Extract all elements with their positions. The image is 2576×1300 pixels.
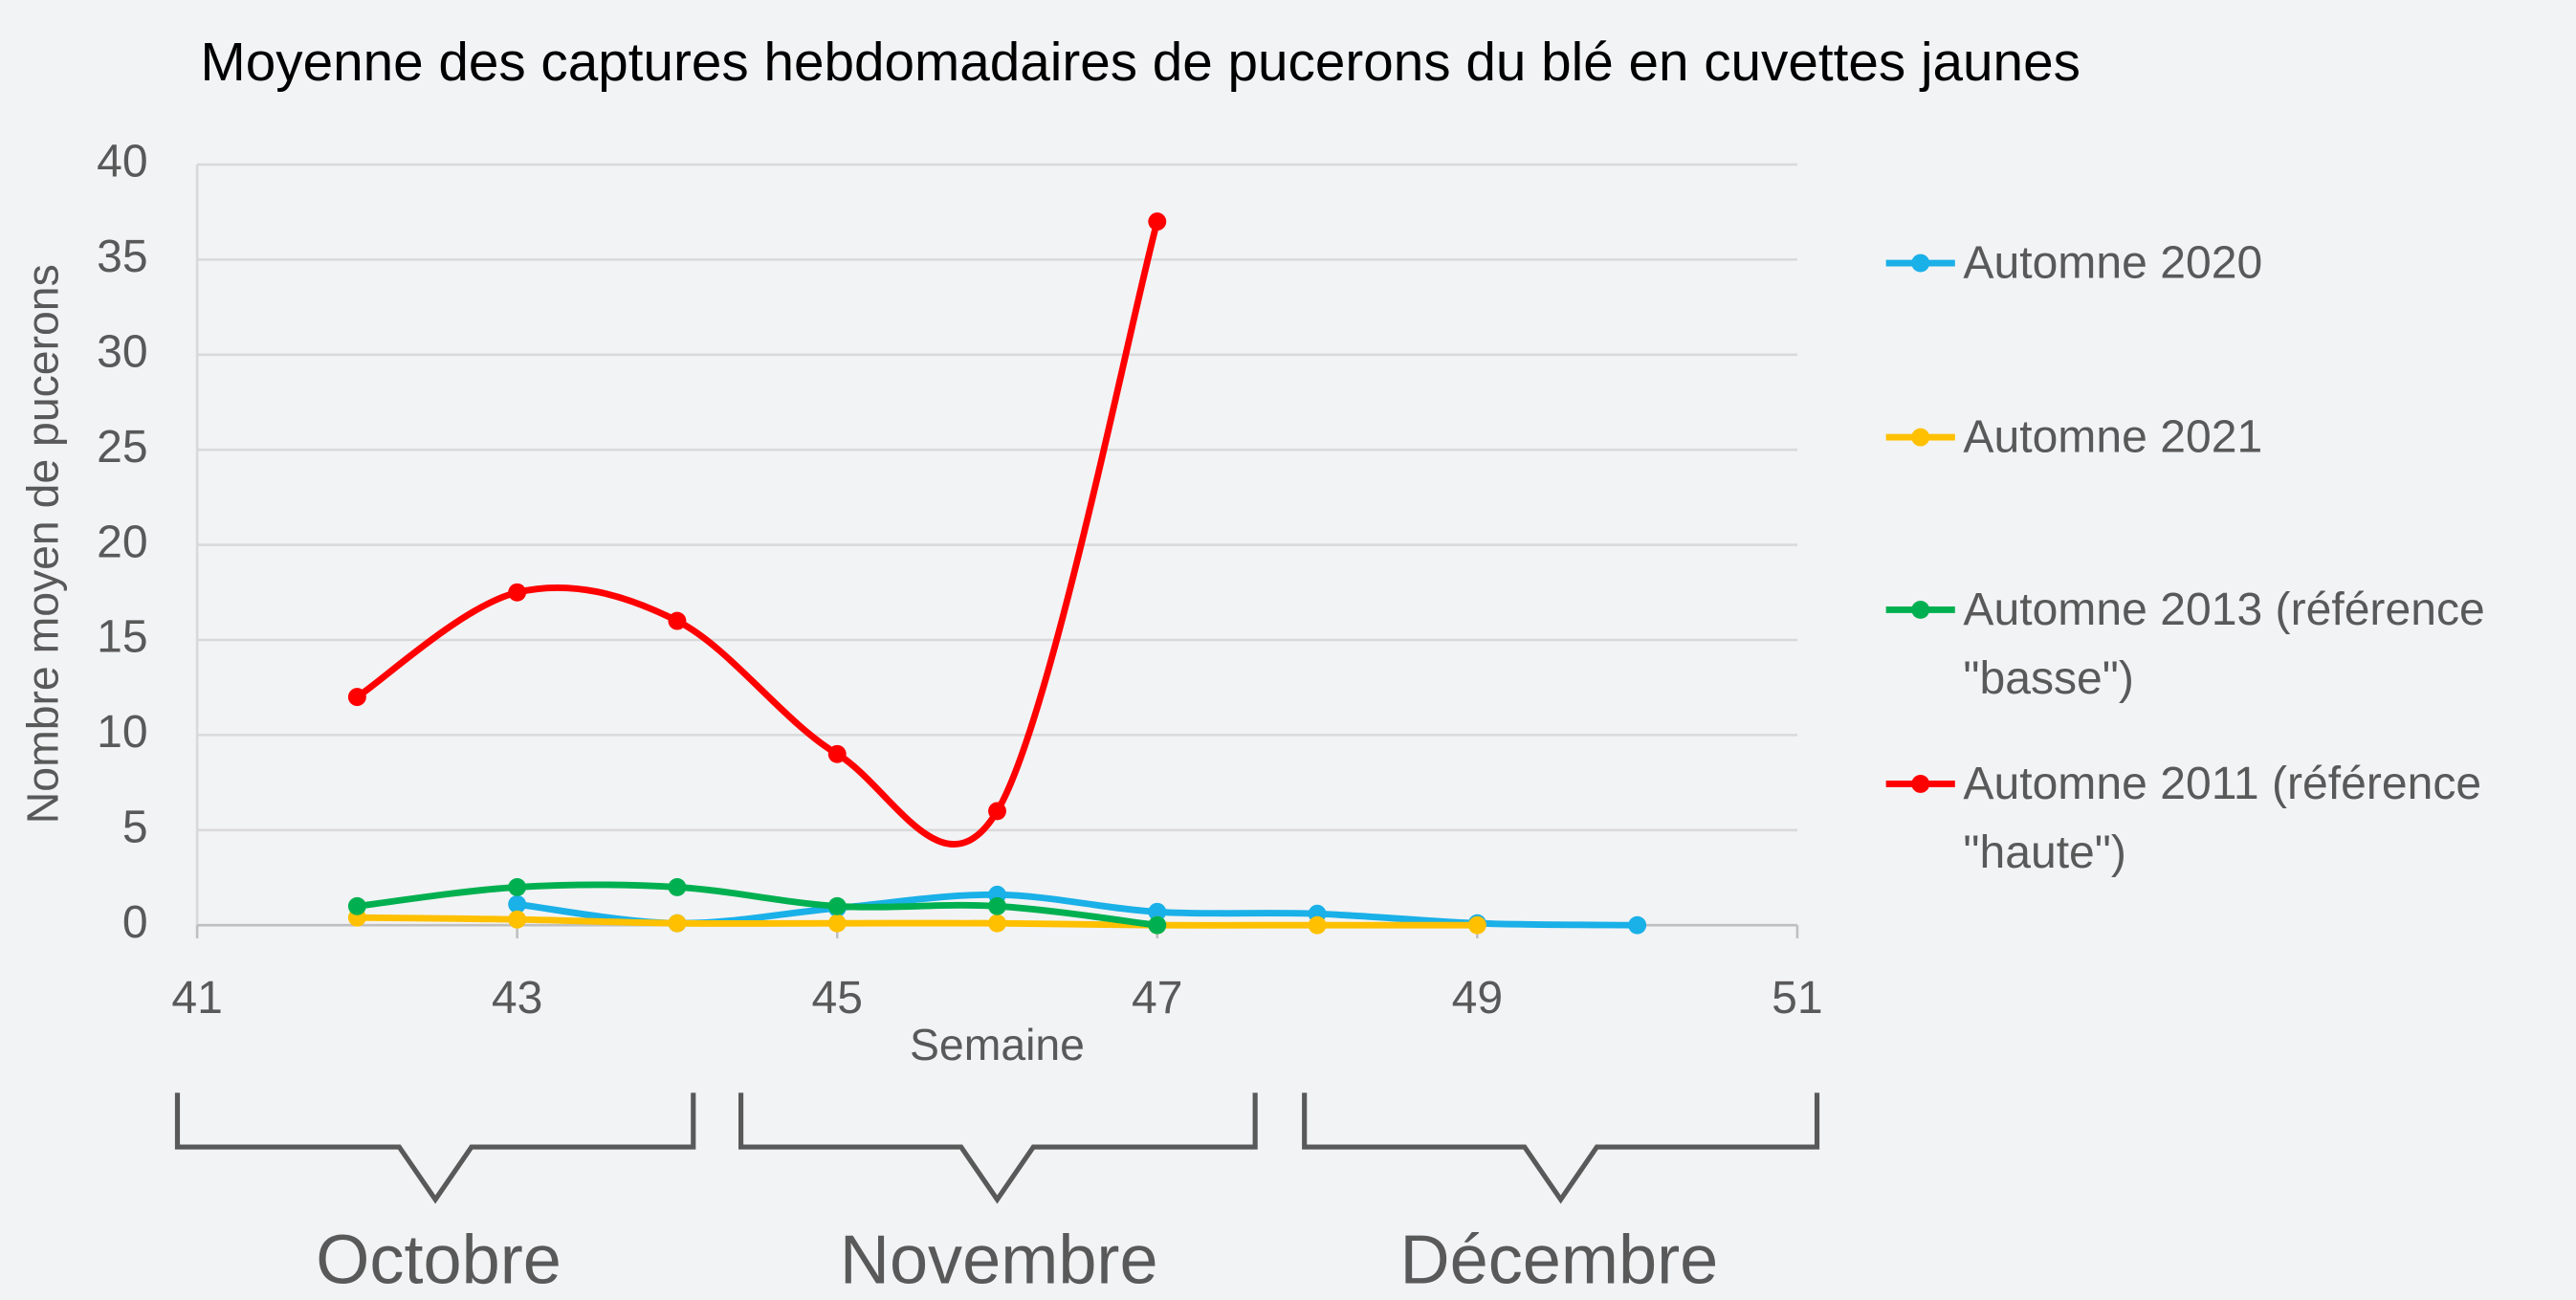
legend-label: Automne 2021 xyxy=(1963,410,2263,462)
x-tick-label: 41 xyxy=(171,972,222,1024)
x-tick-label: 43 xyxy=(492,972,542,1024)
month-label: Novembre xyxy=(840,1223,1158,1299)
chart-title: Moyenne des captures hebdomadaires de pu… xyxy=(201,33,2081,93)
data-point xyxy=(508,910,527,929)
data-point xyxy=(347,688,366,707)
legend-label: Automne 2011 (référence "haute") xyxy=(1963,757,2482,878)
legend-label: Automne 2020 xyxy=(1963,236,2263,288)
bracket xyxy=(174,1092,696,1204)
y-tick-label: 5 xyxy=(122,801,148,852)
series-line xyxy=(356,881,1158,929)
legend-text-box: Automne 2011 (référence "haute") xyxy=(1963,757,2482,878)
y-tick-label: 35 xyxy=(97,231,147,282)
legend-label: Automne 2013 (référence "basse") xyxy=(1963,583,2485,704)
y-tick-label: 30 xyxy=(97,325,147,377)
data-point xyxy=(1467,915,1486,935)
y-tick-label: 20 xyxy=(97,516,147,567)
x-tick-label: 47 xyxy=(1132,972,1182,1024)
data-point xyxy=(1628,915,1647,935)
data-point xyxy=(347,896,366,915)
y-axis-label: Nombre moyen de pucerons xyxy=(17,264,67,824)
data-point xyxy=(827,896,847,915)
data-point xyxy=(508,583,527,602)
month-brackets xyxy=(174,1092,1820,1204)
data-point xyxy=(1148,902,1167,921)
legend-text-box: Automne 2013 (référence "basse") xyxy=(1963,583,2485,704)
series-line xyxy=(357,914,1478,929)
y-tick-label: 10 xyxy=(97,706,147,758)
x-tick-label: 49 xyxy=(1452,972,1503,1024)
legend-marker xyxy=(1911,428,1930,447)
y-tick-label: 25 xyxy=(97,421,147,473)
y-tick-label: 15 xyxy=(97,611,147,663)
data-point xyxy=(508,894,527,914)
legend-entry: Automne 2021 xyxy=(1885,410,2263,462)
legend-text-box: Automne 2020 xyxy=(1963,236,2263,288)
data-point xyxy=(988,896,1006,915)
month-label: Décembre xyxy=(1400,1223,1719,1299)
data-point xyxy=(988,802,1006,821)
data-point xyxy=(668,914,687,933)
x-tick-label: 45 xyxy=(811,972,862,1024)
month-label: Octobre xyxy=(316,1223,561,1299)
legend-text-box: Automne 2021 xyxy=(1963,410,2263,462)
x-tick-label: 51 xyxy=(1772,972,1822,1024)
data-point xyxy=(827,744,847,763)
data-point xyxy=(827,914,847,933)
legend-marker xyxy=(1911,775,1930,793)
legend-entry: Automne 2013 (référence "basse") xyxy=(1885,583,2485,704)
bracket xyxy=(738,1092,1258,1204)
legend-marker xyxy=(1911,253,1930,273)
y-tick-label: 0 xyxy=(122,896,148,948)
bracket xyxy=(1302,1092,1820,1204)
x-axis-label: Semaine xyxy=(910,1020,1085,1069)
y-tick-label: 40 xyxy=(97,136,147,187)
legend-entry: Automne 2011 (référence "haute") xyxy=(1885,757,2482,878)
legend-marker xyxy=(1911,600,1930,619)
data-point xyxy=(1308,915,1327,935)
data-point xyxy=(668,611,687,630)
data-point xyxy=(668,877,687,896)
data-point xyxy=(508,877,527,896)
data-point xyxy=(1148,212,1167,231)
legend-entry: Automne 2020 xyxy=(1885,236,2263,288)
data-point xyxy=(1148,915,1167,935)
data-point xyxy=(988,914,1006,933)
